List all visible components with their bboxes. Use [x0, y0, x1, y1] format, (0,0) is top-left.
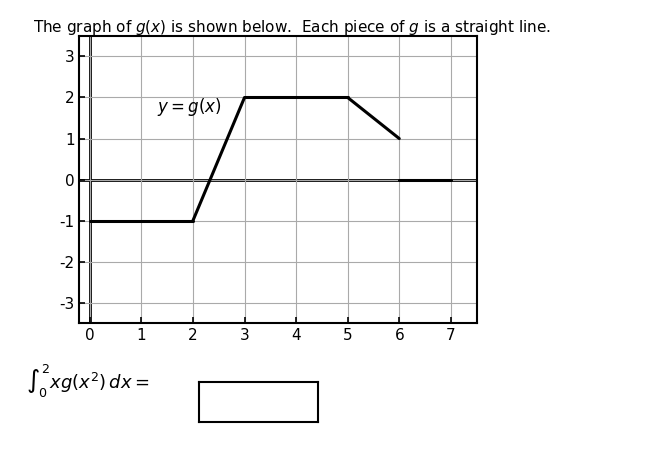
Text: The graph of $g(x)$ is shown below.  Each piece of $g$ is a straight line.: The graph of $g(x)$ is shown below. Each… — [33, 18, 551, 37]
Text: $y = g(x)$: $y = g(x)$ — [157, 96, 222, 118]
Text: $\int_0^2 xg(x^2)\,dx =$: $\int_0^2 xg(x^2)\,dx =$ — [26, 363, 150, 400]
